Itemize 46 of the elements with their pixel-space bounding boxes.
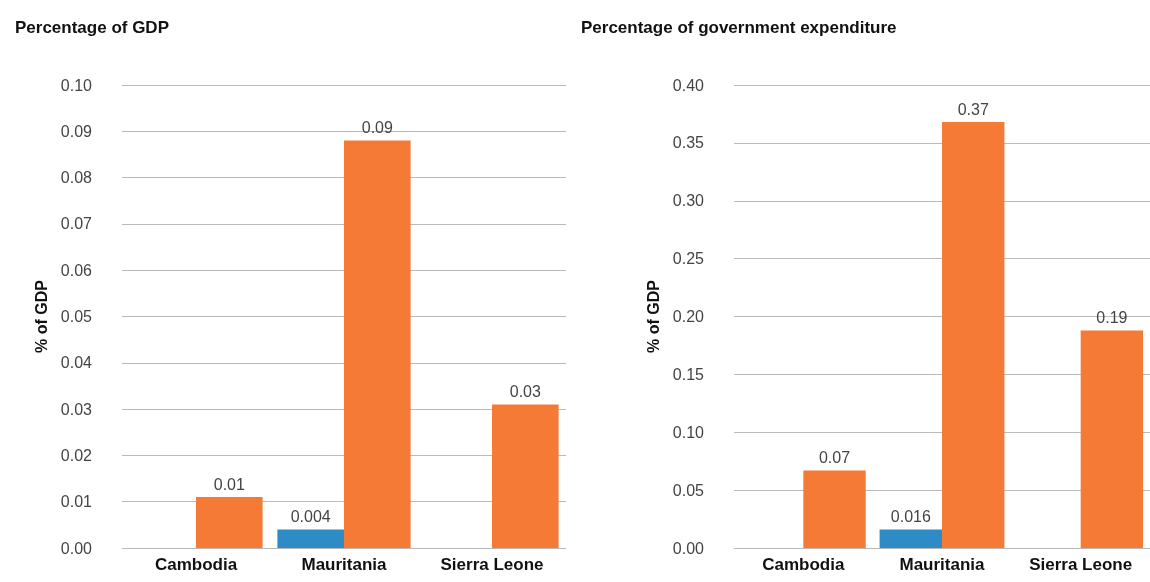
y-tick-label: 0.03: [60, 400, 93, 418]
bar: [344, 140, 411, 548]
y-tick-label: 0.05: [672, 481, 705, 499]
data-label: 0.19: [1096, 308, 1128, 326]
data-label: 0.016: [890, 507, 931, 525]
bar: [803, 470, 866, 548]
bar: [879, 529, 942, 548]
y-tick-label: 0.10: [672, 423, 705, 441]
bar: [1080, 330, 1144, 548]
y-tick-label: 0.05: [60, 308, 93, 325]
y-tick-label: 0.07: [60, 215, 93, 233]
x-tick-label: Mauritania: [301, 555, 388, 574]
chart-title: Percentage of government expenditure: [581, 18, 897, 37]
bar: [196, 497, 263, 548]
y-tick-label: 0.25: [672, 250, 705, 268]
x-tick-label: Cambodia: [154, 555, 238, 574]
y-tick-label: 0.02: [60, 446, 93, 464]
bar: [942, 122, 1005, 548]
data-label: 0.01: [213, 475, 245, 493]
y-tick-label: 0.00: [60, 539, 93, 557]
y-tick-label: 0.15: [672, 365, 705, 383]
y-axis-title: % of GDP: [33, 279, 51, 353]
y-tick-label: 0.40: [672, 76, 705, 94]
chart-title: Percentage of GDP: [15, 18, 169, 37]
y-tick-label: 0.01: [60, 493, 93, 511]
x-tick-label: Cambodia: [762, 555, 845, 574]
y-tick-label: 0.35: [672, 134, 705, 152]
x-tick-label: Sierra Leone: [440, 555, 544, 574]
y-tick-label: 0.30: [672, 192, 705, 210]
bar: [277, 529, 344, 548]
data-label: 0.03: [509, 382, 541, 400]
bar: [492, 404, 559, 548]
y-axis-title: % of GDP: [645, 279, 663, 353]
y-tick-label: 0.08: [60, 169, 93, 187]
data-label: 0.07: [818, 448, 851, 466]
y-tick-label: 0.00: [672, 539, 705, 557]
x-tick-label: Sierra Leone: [1029, 555, 1133, 574]
y-tick-label: 0.04: [60, 354, 93, 372]
y-tick-label: 0.10: [60, 76, 93, 94]
y-tick-label: 0.09: [60, 122, 93, 140]
data-label: 0.004: [290, 507, 331, 525]
x-tick-label: Mauritania: [899, 555, 986, 574]
data-label: 0.09: [361, 119, 393, 137]
data-label: 0.37: [957, 100, 989, 118]
y-tick-label: 0.06: [60, 261, 93, 279]
y-tick-label: 0.20: [672, 308, 705, 325]
